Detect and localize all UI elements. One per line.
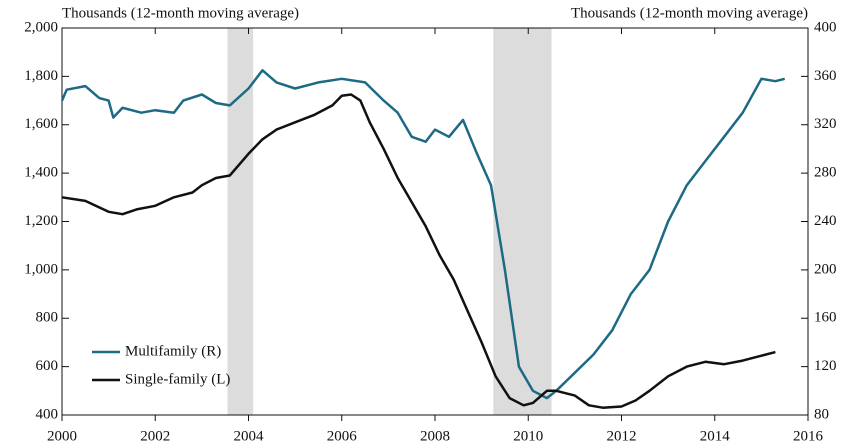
y-tick-label: 800 [36, 310, 59, 326]
y2-tick-label: 320 [814, 116, 837, 132]
y2-tick-label: 400 [814, 19, 837, 35]
plot-frame [61, 27, 809, 416]
y-tick-label: 1,000 [24, 261, 58, 277]
legend-label: Multifamily (R) [125, 343, 221, 359]
y-tick-label: 1,400 [24, 165, 58, 181]
x-tick-label: 2014 [700, 428, 731, 444]
y-tick-label: 1,600 [24, 116, 58, 132]
y-tick-label: 600 [36, 358, 59, 374]
x-tick-label: 2002 [140, 428, 170, 444]
x-tick-label: 2008 [420, 428, 450, 444]
x-tick-label: 2006 [327, 428, 358, 444]
x-tick-label: 2012 [607, 428, 637, 444]
y2-tick-label: 280 [814, 165, 837, 181]
recession-shade [493, 28, 552, 415]
y2-tick-label: 360 [814, 68, 837, 84]
recession-shade [227, 28, 254, 415]
y-tick-label: 1,800 [24, 68, 58, 84]
x-tick-label: 2000 [47, 428, 77, 444]
y-tick-label: 2,000 [24, 19, 58, 35]
series-line [60, 69, 786, 400]
x-tick-label: 2016 [793, 428, 824, 444]
y2-axis-label: Thousands (12-month moving average) [571, 5, 808, 21]
x-tick-label: 2010 [513, 428, 543, 444]
y2-tick-label: 120 [814, 358, 837, 374]
y2-tick-label: 200 [814, 261, 837, 277]
y-axis-label: Thousands (12-month moving average) [62, 5, 299, 21]
y2-tick-label: 160 [814, 310, 837, 326]
y2-tick-label: 240 [814, 213, 837, 229]
series-line [61, 93, 776, 409]
y2-tick-label: 80 [814, 406, 829, 422]
legend-label: Single-family (L) [125, 371, 230, 387]
y-tick-label: 1,200 [24, 213, 58, 229]
x-tick-label: 2004 [234, 428, 265, 444]
y-tick-label: 400 [36, 406, 59, 422]
